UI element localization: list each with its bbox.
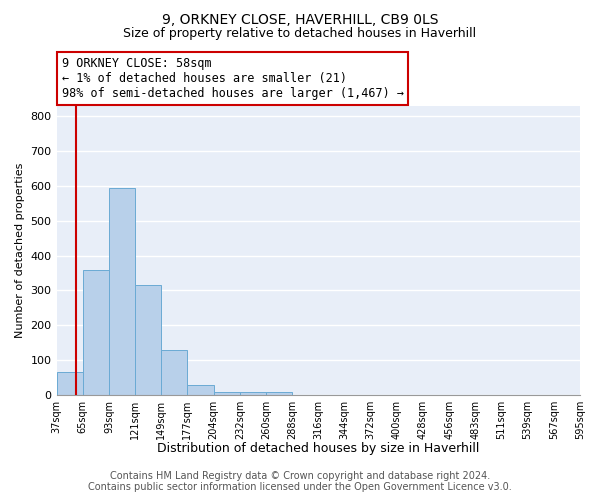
Bar <box>214 392 240 395</box>
X-axis label: Distribution of detached houses by size in Haverhill: Distribution of detached houses by size … <box>157 442 479 455</box>
Bar <box>56 372 83 395</box>
Text: 9 ORKNEY CLOSE: 58sqm
← 1% of detached houses are smaller (21)
98% of semi-detac: 9 ORKNEY CLOSE: 58sqm ← 1% of detached h… <box>62 57 404 100</box>
Text: 9, ORKNEY CLOSE, HAVERHILL, CB9 0LS: 9, ORKNEY CLOSE, HAVERHILL, CB9 0LS <box>162 12 438 26</box>
Y-axis label: Number of detached properties: Number of detached properties <box>15 162 25 338</box>
Bar <box>266 392 292 395</box>
Bar <box>161 350 187 395</box>
Bar <box>135 285 161 395</box>
Bar <box>83 270 109 395</box>
Bar <box>240 392 266 395</box>
Text: Size of property relative to detached houses in Haverhill: Size of property relative to detached ho… <box>124 28 476 40</box>
Bar <box>187 384 214 395</box>
Text: Contains HM Land Registry data © Crown copyright and database right 2024.
Contai: Contains HM Land Registry data © Crown c… <box>88 471 512 492</box>
Bar <box>109 188 135 395</box>
